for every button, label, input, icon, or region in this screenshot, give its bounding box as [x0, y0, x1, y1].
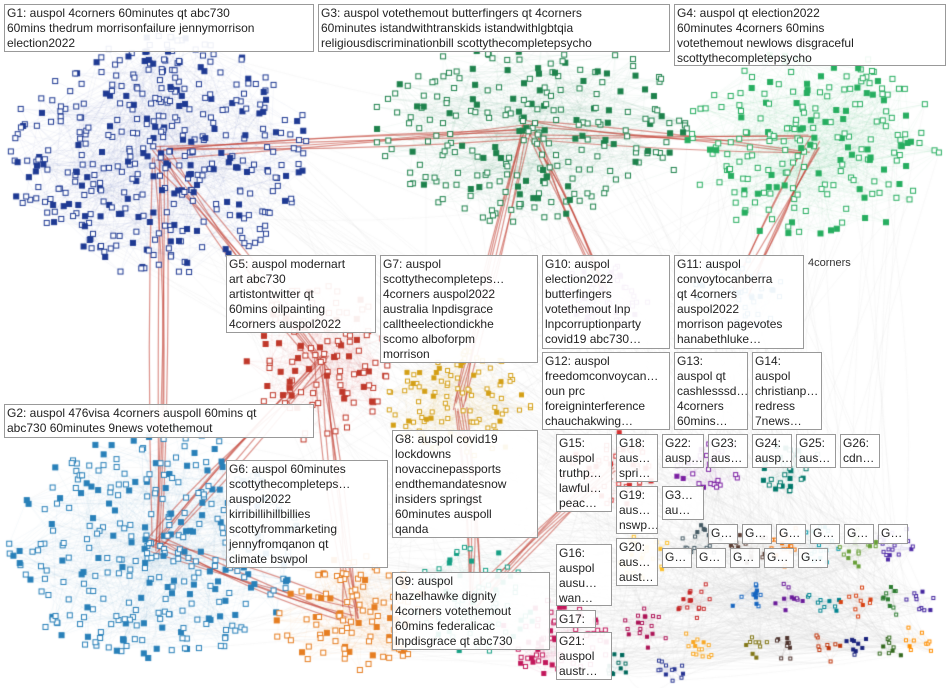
group-label-g15: G15: auspol truthp… lawful… peac…: [556, 434, 612, 512]
group-label-g10: G10: auspol election2022 butterfingers v…: [542, 255, 670, 349]
group-label-g6: G6: auspol 60minutes scottythecompleteps…: [226, 460, 388, 568]
group-label-g2: G2: auspol 476visa 4corners auspoll 60mi…: [4, 404, 314, 438]
group-label-g19: G19: aus… nswp…: [616, 486, 658, 534]
group-label-gsmall9: G…: [730, 548, 760, 568]
group-label-g11: G11: auspol convoytocanberra qt 4corners…: [674, 255, 804, 349]
group-label-gsmall5: G…: [844, 524, 874, 544]
group-label-g12: G12: auspol freedomconvoycan… oun prc fo…: [542, 352, 670, 430]
group-label-gsmall4: G…: [810, 524, 840, 544]
group-label-g21: G21: auspol austr…: [556, 632, 612, 680]
group-label-g24: G24: ausp…: [752, 434, 792, 468]
group-label-gsmall1: G…: [708, 524, 738, 544]
group-label-gsmall7: G…: [662, 548, 692, 568]
group-label-g17: G17:: [556, 610, 596, 628]
group-label-g16: G16: auspol ausu… wan…: [556, 544, 612, 606]
group-label-g5: G5: auspol modernart art abc730 artiston…: [226, 255, 376, 333]
group-label-g4: G4: auspol qt election2022 60minutes 4co…: [674, 4, 946, 66]
group-label-gsmall8: G…: [696, 548, 726, 568]
group-label-g23: G23: aus…: [708, 434, 748, 468]
group-label-gsmall2: G…: [742, 524, 772, 544]
group-label-g7: G7: auspol scottythecompleteps… 4corners…: [380, 255, 538, 363]
group-label-g1: G1: auspol 4corners 60minutes qt abc730 …: [4, 4, 314, 52]
group-label-g26: G26: cdn…: [840, 434, 880, 468]
group-label-g22: G22: ausp…: [662, 434, 704, 468]
floating-hashtag-4corners: 4corners: [808, 257, 851, 269]
group-label-g14: G14: auspol christianp… redress 7news…: [752, 352, 822, 430]
group-label-g18: G18: aus… spri…: [616, 434, 658, 482]
group-label-g3: G3: auspol votethemout butterfingers qt …: [318, 4, 670, 52]
group-label-gsmall11: G…: [798, 548, 828, 568]
group-label-g8: G8: auspol covid19 lockdowns novaccinepa…: [392, 430, 538, 538]
group-label-gsmall6: G…: [878, 524, 908, 544]
group-label-g13: G13: auspol qt cashlesssd… 4corners 60mi…: [674, 352, 748, 430]
group-label-gsmall3: G…: [776, 524, 806, 544]
group-label-g25: G25: aus…: [796, 434, 836, 468]
group-label-g9: G9: auspol hazelhawke dignity 4corners v…: [392, 572, 550, 650]
group-label-gsmall10: G…: [764, 548, 794, 568]
group-label-g20: G20: aus… aust…: [616, 538, 658, 586]
group-label-g3small: G3… au…: [662, 486, 704, 520]
